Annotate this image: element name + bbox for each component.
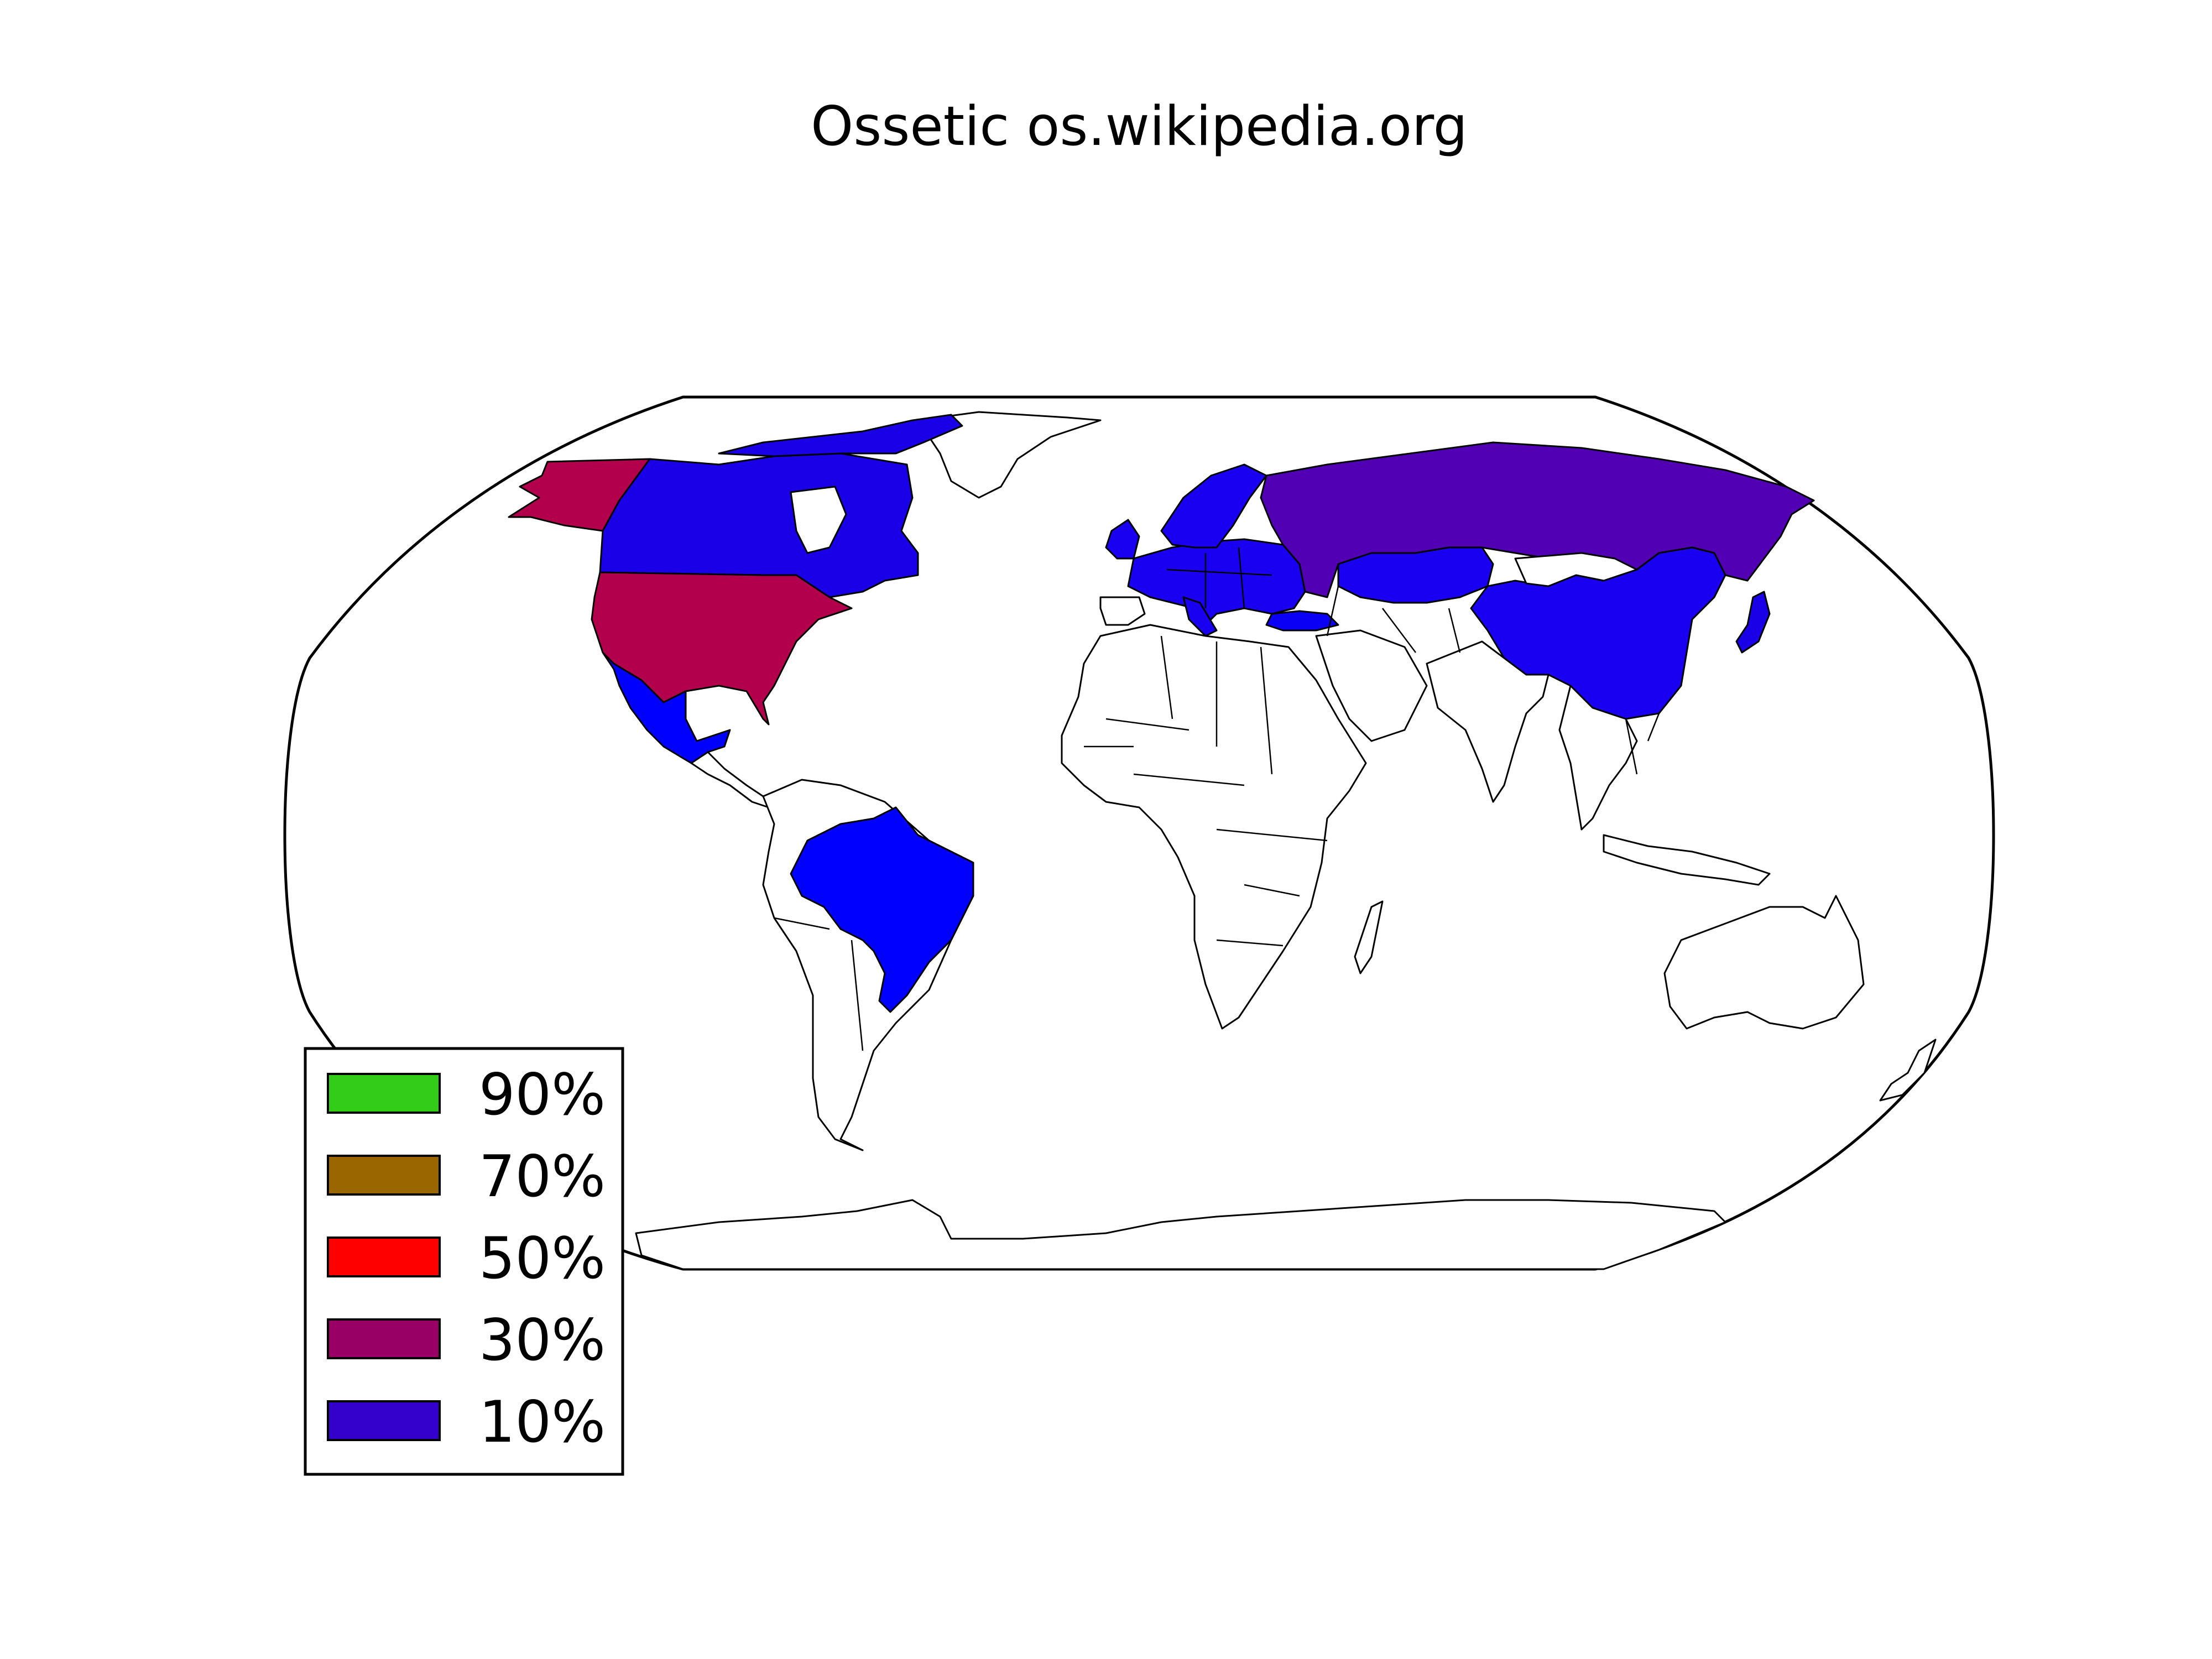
iberia-shape bbox=[1099, 596, 1146, 626]
new-zealand-shape bbox=[1879, 1039, 1937, 1102]
arabia-shape bbox=[1315, 629, 1428, 742]
legend-label-0: 90% bbox=[479, 1062, 606, 1128]
turkey-shape bbox=[1265, 610, 1339, 632]
legend-swatch-3 bbox=[327, 1318, 441, 1359]
southeast-asia-shape bbox=[1558, 685, 1638, 831]
madagascar-shape bbox=[1354, 900, 1384, 974]
india-shape bbox=[1426, 640, 1550, 803]
africa-shape bbox=[1061, 624, 1367, 1030]
japan-shape bbox=[1735, 591, 1771, 654]
legend: 90% 70% 50% 30% 10% bbox=[304, 1047, 624, 1476]
italy-shape bbox=[1182, 596, 1218, 637]
country-borders bbox=[774, 547, 1660, 1051]
greenland-shape bbox=[917, 411, 1102, 499]
legend-label-3: 30% bbox=[479, 1307, 606, 1374]
legend-label-4: 10% bbox=[479, 1389, 606, 1455]
hudson-bay-shape bbox=[790, 486, 847, 554]
mongolia-shape bbox=[1514, 552, 1638, 587]
legend-label-1: 70% bbox=[479, 1144, 606, 1210]
legend-label-2: 50% bbox=[479, 1225, 606, 1292]
brazil-shape bbox=[790, 806, 974, 1013]
canada-islands-shape bbox=[718, 414, 963, 457]
indonesia-shape bbox=[1603, 834, 1771, 886]
legend-swatch-0 bbox=[327, 1073, 441, 1114]
uk-shape bbox=[1105, 519, 1140, 560]
legend-swatch-1 bbox=[327, 1155, 441, 1196]
legend-swatch-4 bbox=[327, 1400, 441, 1441]
map-title: Ossetic os.wikipedia.org bbox=[811, 95, 1468, 158]
antarctica-shape bbox=[635, 1199, 1726, 1270]
legend-swatch-2 bbox=[327, 1237, 441, 1277]
australia-shape bbox=[1663, 895, 1865, 1030]
mexico-shape bbox=[602, 651, 731, 764]
scandinavia-shape bbox=[1160, 463, 1267, 549]
